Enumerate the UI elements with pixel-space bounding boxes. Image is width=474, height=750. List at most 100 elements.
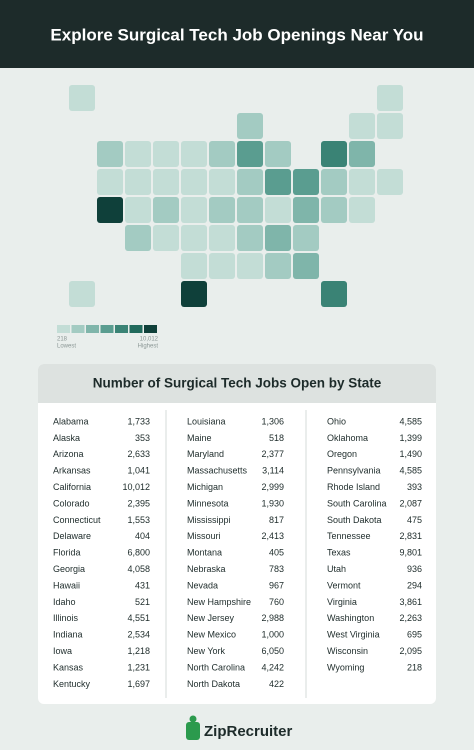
state-name: South Carolina xyxy=(327,498,387,508)
state-name: Connecticut xyxy=(53,515,101,525)
state-tile xyxy=(181,225,207,251)
state-name: Minnesota xyxy=(187,498,229,508)
state-name: Missouri xyxy=(187,531,221,541)
state-tile xyxy=(153,141,179,167)
state-name: Hawaii xyxy=(53,580,80,590)
state-name: New Mexico xyxy=(187,630,236,640)
job-count: 2,395 xyxy=(127,498,150,508)
job-count: 3,861 xyxy=(399,597,422,607)
state-tile xyxy=(153,197,179,223)
job-count: 2,988 xyxy=(261,613,284,623)
job-count: 2,377 xyxy=(261,449,284,459)
state-tile xyxy=(237,141,263,167)
state-name: Kansas xyxy=(53,662,84,672)
state-tile xyxy=(237,113,263,139)
job-count: 353 xyxy=(135,433,150,443)
state-tile xyxy=(125,197,151,223)
job-count: 422 xyxy=(269,679,284,689)
state-name: Kentucky xyxy=(53,679,91,689)
job-count: 518 xyxy=(269,433,284,443)
job-count: 2,413 xyxy=(261,531,284,541)
state-tile xyxy=(265,253,291,279)
state-tile xyxy=(349,197,375,223)
state-tile xyxy=(237,169,263,195)
job-count: 4,058 xyxy=(127,564,150,574)
state-tile xyxy=(153,169,179,195)
state-name: Vermont xyxy=(327,580,361,590)
job-count: 3,114 xyxy=(262,466,284,476)
state-tile xyxy=(349,113,375,139)
job-count: 1,930 xyxy=(261,498,284,508)
state-tile xyxy=(293,169,319,195)
job-count: 1,041 xyxy=(127,466,150,476)
job-count: 1,553 xyxy=(127,515,150,525)
state-name: Maine xyxy=(187,433,212,443)
job-count: 393 xyxy=(407,482,422,492)
state-tile xyxy=(97,141,123,167)
job-count: 10,012 xyxy=(122,482,150,492)
state-name: Arkansas xyxy=(53,466,91,476)
state-name: North Carolina xyxy=(187,662,245,672)
state-tile xyxy=(321,169,347,195)
state-name: California xyxy=(53,482,91,492)
state-name: Arizona xyxy=(53,449,84,459)
legend-swatch xyxy=(129,325,143,333)
table-header xyxy=(38,364,436,403)
state-name: Georgia xyxy=(53,564,85,574)
brand-logo xyxy=(186,715,200,740)
state-tile xyxy=(125,141,151,167)
job-count: 1,218 xyxy=(127,646,150,656)
header-bar xyxy=(0,0,474,68)
job-count: 2,095 xyxy=(399,646,422,656)
state-name: Idaho xyxy=(53,597,76,607)
state-tile xyxy=(377,169,403,195)
job-count: 4,585 xyxy=(399,416,422,426)
state-name: Alaska xyxy=(53,433,80,443)
job-count: 1,733 xyxy=(127,416,150,426)
state-tile xyxy=(97,197,123,223)
job-count: 1,306 xyxy=(261,416,284,426)
state-tile xyxy=(153,225,179,251)
state-name: Maryland xyxy=(187,449,224,459)
job-count: 4,242 xyxy=(261,662,284,672)
job-count: 2,263 xyxy=(399,613,422,623)
job-count: 817 xyxy=(269,515,284,525)
state-tile xyxy=(321,281,347,307)
state-name: Virginia xyxy=(327,597,357,607)
legend-swatch xyxy=(100,325,114,333)
state-tile xyxy=(181,281,207,307)
state-name: North Dakota xyxy=(187,679,240,689)
state-name: Wyoming xyxy=(327,662,364,672)
state-name: New York xyxy=(187,646,226,656)
legend-swatch xyxy=(144,325,157,333)
state-tile xyxy=(125,169,151,195)
state-name: New Jersey xyxy=(187,613,235,623)
state-tile xyxy=(237,225,263,251)
job-count: 6,050 xyxy=(261,646,284,656)
state-tile xyxy=(349,141,375,167)
state-tile xyxy=(237,253,263,279)
state-tile xyxy=(181,253,207,279)
state-tile xyxy=(97,169,123,195)
state-name: Oregon xyxy=(327,449,357,459)
state-tile xyxy=(321,141,347,167)
state-tile xyxy=(293,253,319,279)
header-title: Explore Surgical Tech Job Openings Near … xyxy=(50,25,423,44)
job-count: 760 xyxy=(269,597,284,607)
state-name: Alabama xyxy=(53,416,89,426)
legend-high-label: Highest xyxy=(138,344,159,350)
job-count: 6,800 xyxy=(127,548,150,558)
state-tile xyxy=(181,197,207,223)
table-title: Number of Surgical Tech Jobs Open by Sta… xyxy=(93,376,382,391)
state-name: Nebraska xyxy=(187,564,226,574)
state-tile xyxy=(265,141,291,167)
job-count: 2,633 xyxy=(127,449,150,459)
job-count: 1,000 xyxy=(261,630,284,640)
state-tile xyxy=(349,169,375,195)
job-count: 2,831 xyxy=(399,531,422,541)
state-tile xyxy=(125,225,151,251)
state-tile xyxy=(265,197,291,223)
job-count: 404 xyxy=(135,531,150,541)
